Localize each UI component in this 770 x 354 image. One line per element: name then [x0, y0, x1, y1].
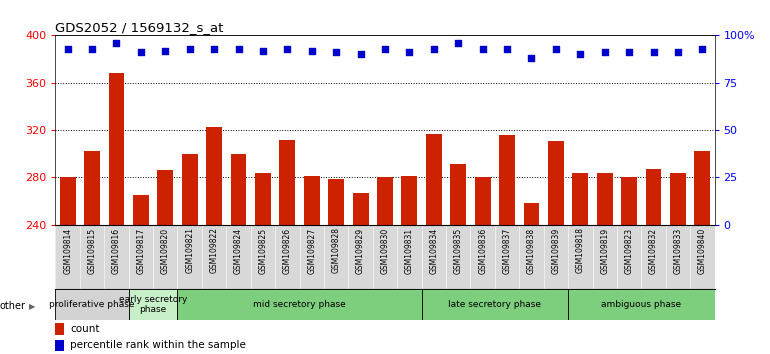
Bar: [695, 152, 710, 354]
Bar: [597, 173, 613, 354]
Text: GSM109823: GSM109823: [624, 227, 634, 274]
Bar: [548, 141, 564, 354]
Text: GSM109840: GSM109840: [698, 227, 707, 274]
Bar: [645, 169, 661, 354]
Point: [403, 50, 416, 55]
Text: GSM109833: GSM109833: [674, 227, 682, 274]
Bar: [129, 289, 178, 320]
Point: [477, 46, 489, 51]
Text: ▶: ▶: [29, 302, 35, 312]
Point: [256, 48, 269, 53]
Bar: [572, 173, 588, 354]
Text: GSM109818: GSM109818: [576, 227, 584, 273]
Text: GSM109816: GSM109816: [112, 227, 121, 274]
Point: [379, 46, 391, 51]
Text: GSM109838: GSM109838: [527, 227, 536, 274]
Point: [135, 50, 147, 55]
Bar: [230, 154, 246, 354]
Text: GSM109836: GSM109836: [478, 227, 487, 274]
Text: other: other: [0, 301, 26, 311]
Point: [452, 40, 464, 46]
Text: GSM109829: GSM109829: [356, 227, 365, 274]
Text: GSM109826: GSM109826: [283, 227, 292, 274]
Text: mid secretory phase: mid secretory phase: [253, 300, 346, 309]
Bar: [84, 152, 100, 354]
Bar: [55, 339, 64, 351]
Bar: [178, 289, 422, 320]
Bar: [157, 170, 173, 354]
Point: [354, 51, 367, 57]
Point: [696, 46, 708, 51]
Point: [110, 40, 122, 46]
Bar: [255, 173, 271, 354]
Text: GDS2052 / 1569132_s_at: GDS2052 / 1569132_s_at: [55, 21, 224, 34]
Point: [208, 46, 220, 51]
Bar: [133, 195, 149, 354]
Text: GSM109835: GSM109835: [454, 227, 463, 274]
Text: GSM109821: GSM109821: [186, 227, 194, 273]
Bar: [328, 179, 344, 354]
Point: [525, 55, 537, 61]
Point: [306, 48, 318, 53]
Point: [574, 51, 587, 57]
Text: GSM109817: GSM109817: [136, 227, 146, 274]
Text: GSM109814: GSM109814: [63, 227, 72, 274]
Point: [501, 46, 514, 51]
Point: [281, 46, 293, 51]
Bar: [499, 135, 515, 354]
Text: GSM109837: GSM109837: [503, 227, 511, 274]
Bar: [55, 289, 129, 320]
Text: GSM109827: GSM109827: [307, 227, 316, 274]
Text: GSM109824: GSM109824: [234, 227, 243, 274]
Bar: [422, 289, 568, 320]
Point: [623, 50, 635, 55]
Bar: [109, 73, 125, 354]
Bar: [670, 173, 686, 354]
Bar: [426, 134, 442, 354]
Point: [427, 46, 440, 51]
Text: GSM109825: GSM109825: [259, 227, 267, 274]
Point: [159, 48, 172, 53]
Text: GSM109822: GSM109822: [209, 227, 219, 273]
Bar: [450, 164, 466, 354]
Bar: [60, 177, 75, 354]
Bar: [524, 204, 540, 354]
Bar: [621, 177, 637, 354]
Bar: [182, 154, 198, 354]
Point: [86, 46, 99, 51]
Text: GSM109839: GSM109839: [551, 227, 561, 274]
Text: ambiguous phase: ambiguous phase: [601, 300, 681, 309]
Bar: [206, 126, 222, 354]
Text: GSM109819: GSM109819: [600, 227, 609, 274]
Point: [183, 46, 196, 51]
Bar: [304, 176, 320, 354]
Text: GSM109830: GSM109830: [380, 227, 390, 274]
Point: [598, 50, 611, 55]
Bar: [280, 139, 295, 354]
Text: GSM109815: GSM109815: [88, 227, 96, 274]
Bar: [401, 176, 417, 354]
Bar: [55, 323, 64, 335]
Text: early secretory
phase: early secretory phase: [119, 295, 187, 314]
Point: [233, 46, 245, 51]
Text: proliferative phase: proliferative phase: [49, 300, 135, 309]
Point: [330, 50, 343, 55]
Bar: [475, 177, 490, 354]
Text: GSM109831: GSM109831: [405, 227, 414, 274]
Bar: [568, 289, 715, 320]
Text: count: count: [70, 324, 100, 334]
Text: GSM109820: GSM109820: [161, 227, 170, 274]
Bar: [377, 177, 393, 354]
Text: late secretory phase: late secretory phase: [448, 300, 541, 309]
Text: GSM109834: GSM109834: [430, 227, 438, 274]
Bar: [353, 193, 369, 354]
Point: [671, 50, 684, 55]
Point: [648, 50, 660, 55]
Point: [62, 46, 74, 51]
Text: GSM109832: GSM109832: [649, 227, 658, 274]
Text: percentile rank within the sample: percentile rank within the sample: [70, 340, 246, 350]
Text: GSM109828: GSM109828: [332, 227, 340, 273]
Point: [550, 46, 562, 51]
